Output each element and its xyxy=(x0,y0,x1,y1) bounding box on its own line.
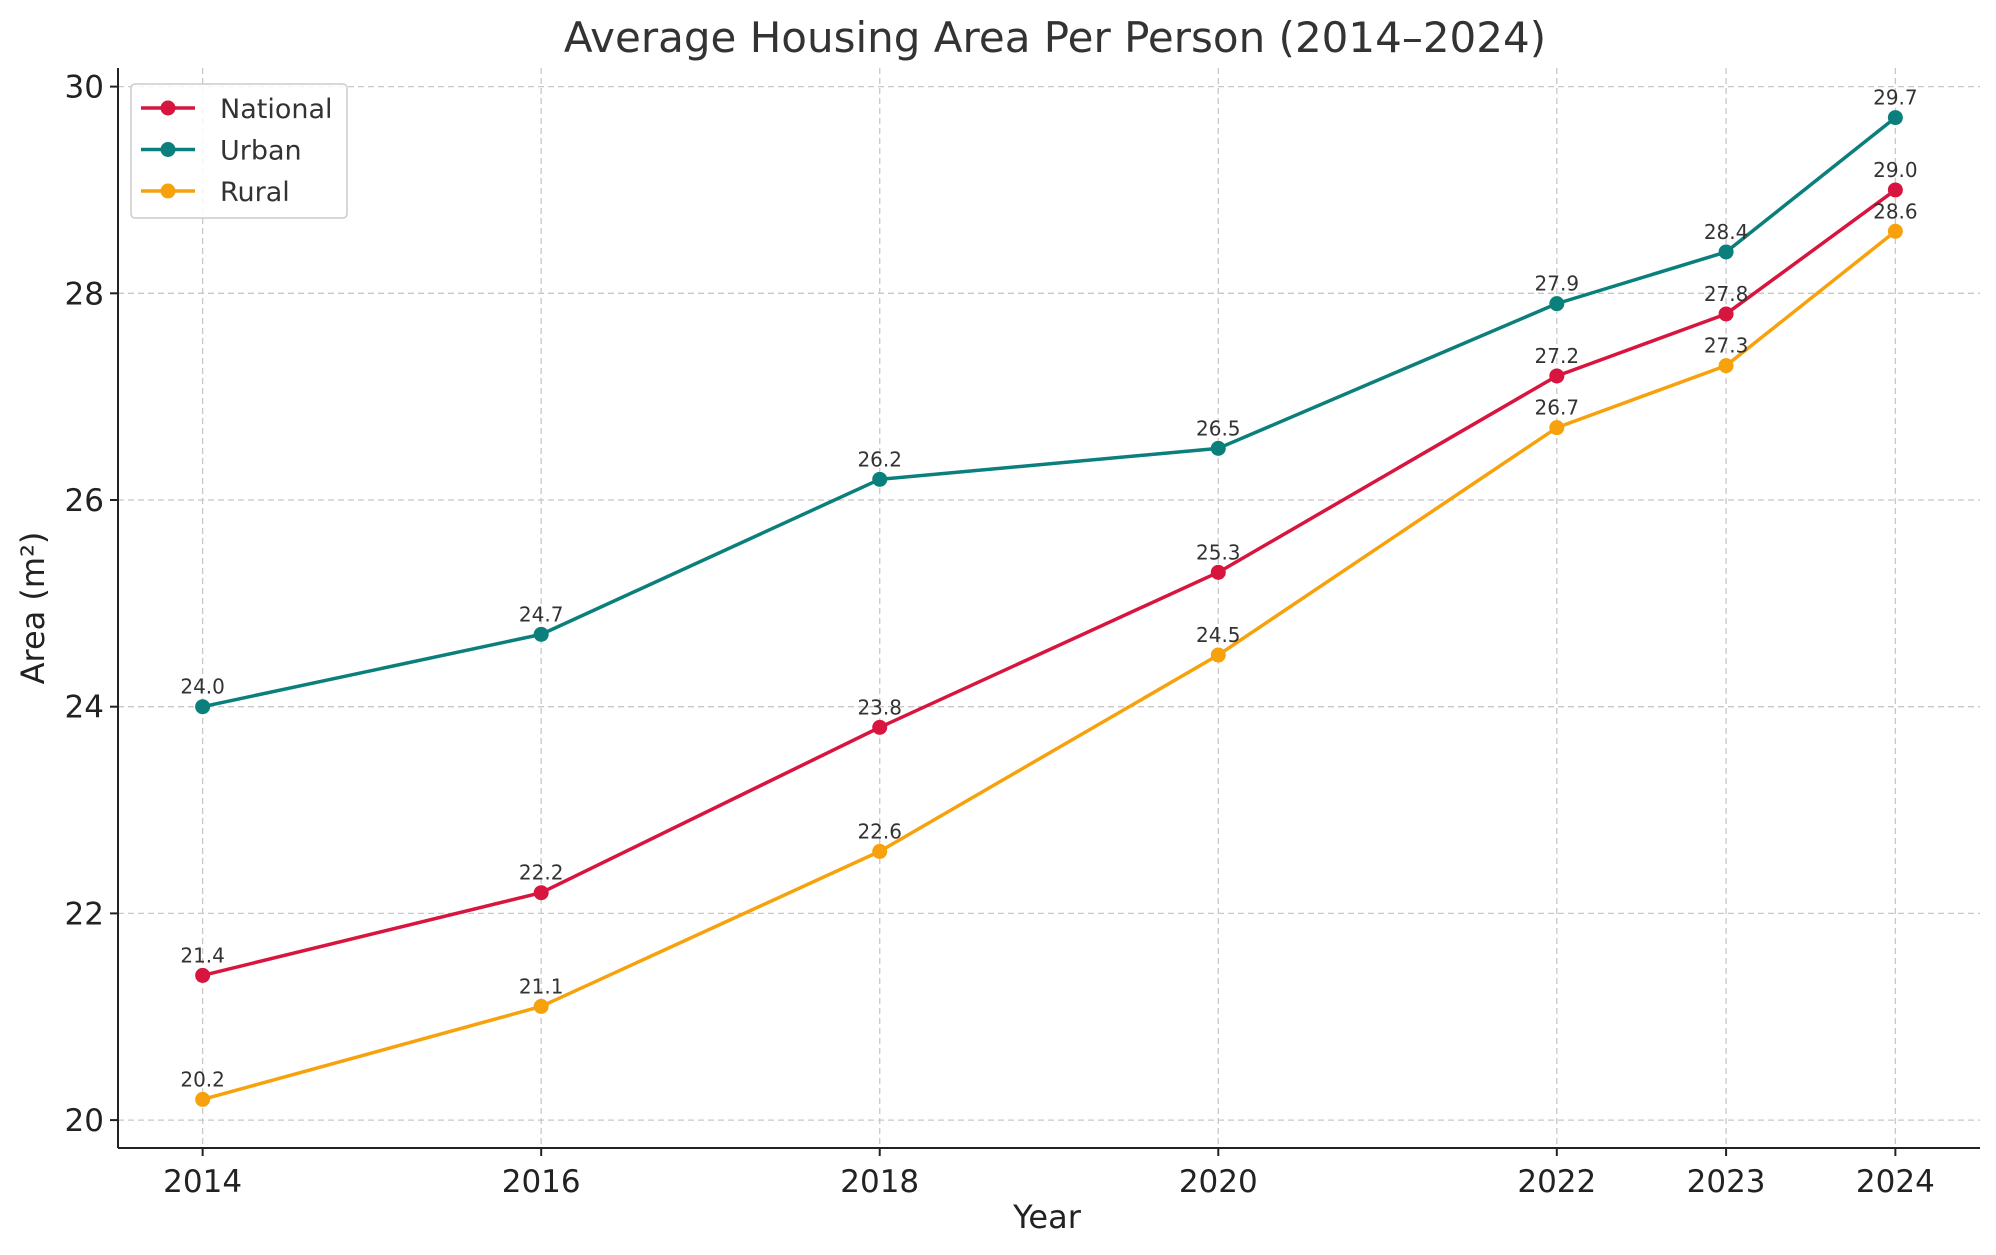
data-point-urban xyxy=(1549,296,1565,312)
x-tick-label: 2022 xyxy=(1517,1164,1596,1200)
data-point-urban xyxy=(1718,244,1734,260)
legend-marker-urban xyxy=(160,142,176,157)
data-label-national: 29.0 xyxy=(1873,158,1918,182)
data-label-national: 25.3 xyxy=(1196,540,1241,564)
data-label-rural: 26.7 xyxy=(1535,396,1580,420)
series-line-rural xyxy=(202,229,1897,1102)
data-label-urban: 27.9 xyxy=(1535,272,1580,296)
series-line-national xyxy=(202,188,1897,978)
data-point-national xyxy=(533,885,549,901)
y-tick-label: 30 xyxy=(65,70,104,106)
data-point-urban xyxy=(533,626,549,642)
y-tick-label: 28 xyxy=(65,276,104,312)
data-point-rural xyxy=(1887,223,1903,239)
data-point-urban xyxy=(195,699,211,715)
data-point-urban xyxy=(1210,440,1226,456)
data-point-urban xyxy=(1887,110,1903,126)
data-label-urban: 28.4 xyxy=(1704,220,1749,244)
data-point-national xyxy=(1887,182,1903,198)
y-tick-label: 26 xyxy=(65,483,104,519)
y-tick-label: 22 xyxy=(65,896,104,932)
x-tick-label: 2024 xyxy=(1856,1164,1935,1200)
data-point-national xyxy=(872,719,888,735)
data-label-urban: 29.7 xyxy=(1873,86,1918,110)
y-axis-label: Area (m²) xyxy=(14,532,52,685)
data-label-national: 23.8 xyxy=(857,695,902,719)
data-point-rural xyxy=(1718,358,1734,374)
grid-lines xyxy=(118,68,1980,1148)
data-point-rural xyxy=(1549,420,1565,436)
x-tick-label: 2023 xyxy=(1687,1164,1766,1200)
x-tick-label: 2020 xyxy=(1179,1164,1258,1200)
legend-label-national: National xyxy=(220,94,333,125)
data-label-national: 21.4 xyxy=(180,943,225,967)
data-label-urban: 26.2 xyxy=(857,447,902,471)
data-point-urban xyxy=(872,471,888,487)
data-point-national xyxy=(1718,306,1734,322)
data-label-rural: 20.2 xyxy=(180,1067,225,1091)
series-layer: 21.4 22.2 23.8 25.3 27.2 27.8 29.0 24.0 24.7 26.2… xyxy=(180,86,1918,1107)
data-label-urban: 24.0 xyxy=(180,675,225,699)
y-tick-label: 20 xyxy=(65,1103,104,1139)
data-label-rural: 21.1 xyxy=(519,974,564,998)
data-point-rural xyxy=(533,998,549,1014)
data-point-national xyxy=(1210,564,1226,580)
data-label-rural: 27.3 xyxy=(1704,334,1749,358)
legend: National Urban Rural xyxy=(130,83,348,219)
series-line-urban xyxy=(202,116,1897,709)
data-point-rural xyxy=(1210,647,1226,663)
chart-title: Average Housing Area Per Person (2014–20… xyxy=(564,13,1546,62)
data-point-national xyxy=(195,967,211,983)
x-tick-label: 2016 xyxy=(502,1164,581,1200)
x-tick-label: 2014 xyxy=(163,1164,242,1200)
y-tick-label: 24 xyxy=(65,690,104,726)
axes xyxy=(117,68,1980,1149)
legend-marker-national xyxy=(160,100,176,116)
data-label-rural: 24.5 xyxy=(1196,623,1241,647)
x-axis-label: Year xyxy=(1012,1198,1082,1236)
data-label-rural: 28.6 xyxy=(1873,199,1918,223)
data-label-national: 27.8 xyxy=(1704,282,1749,306)
legend-label-urban: Urban xyxy=(220,136,302,167)
data-label-urban: 26.5 xyxy=(1196,416,1241,440)
data-label-national: 22.2 xyxy=(519,861,564,885)
data-point-national xyxy=(1549,368,1565,384)
data-label-urban: 24.7 xyxy=(519,602,564,626)
data-point-rural xyxy=(872,843,888,859)
legend-marker-rural xyxy=(160,183,176,199)
data-label-national: 27.2 xyxy=(1535,344,1580,368)
data-label-rural: 22.6 xyxy=(857,819,902,843)
legend-label-rural: Rural xyxy=(220,177,290,208)
x-tick-label: 2018 xyxy=(840,1164,919,1200)
legend-box xyxy=(130,83,348,219)
data-point-rural xyxy=(195,1091,211,1107)
